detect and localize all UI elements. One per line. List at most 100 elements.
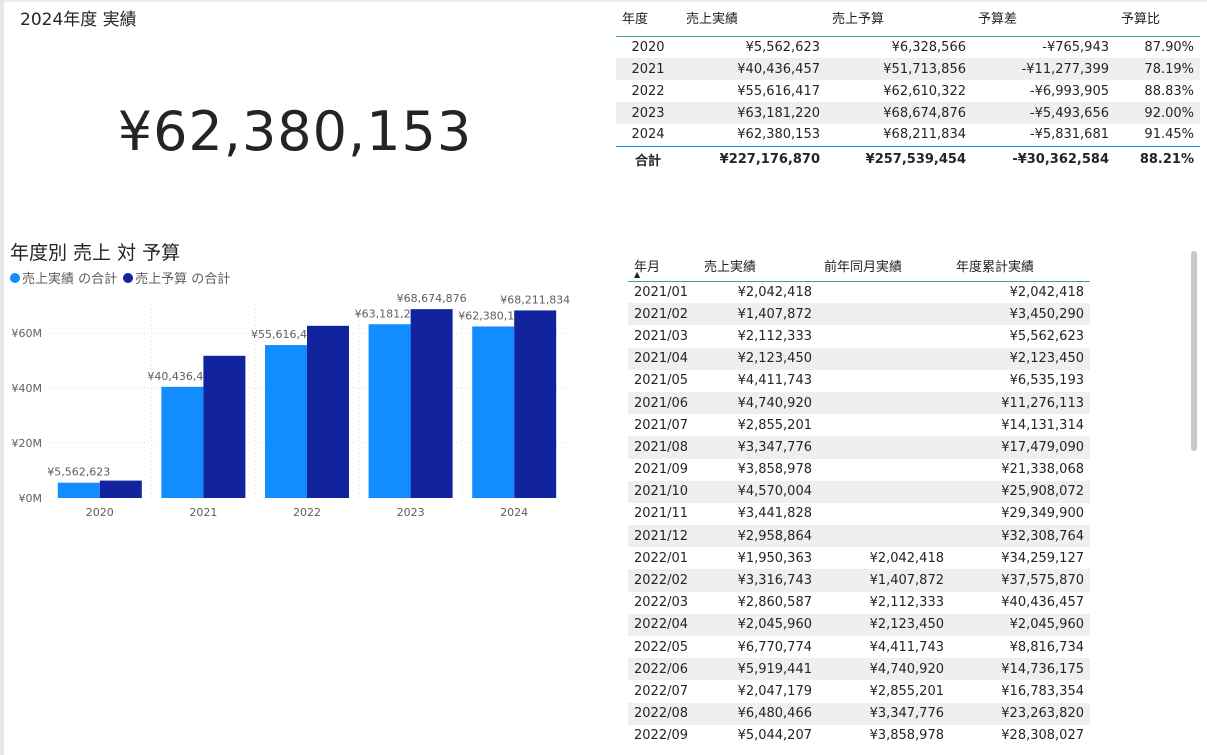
- col-header-month-label: 年月: [634, 259, 661, 275]
- col-header-ytd[interactable]: 年度累計実績: [950, 250, 1090, 282]
- bar-budget[interactable]: [99, 480, 142, 498]
- legend-item-budget[interactable]: 売上予算 の合計: [123, 268, 230, 287]
- monthly-cell: [818, 525, 950, 548]
- col-header-prev-year[interactable]: 前年同月実績: [818, 250, 950, 282]
- bar-actual[interactable]: [265, 345, 307, 498]
- vertical-scrollbar[interactable]: [1191, 251, 1197, 451]
- bar-budget[interactable]: [307, 325, 349, 498]
- monthly-cell: ¥2,855,201: [737, 417, 812, 433]
- monthly-cell: ¥5,562,623: [1009, 328, 1084, 344]
- col-header-monthly-actual[interactable]: 売上実績: [698, 250, 818, 282]
- x-tick-label: 2020: [86, 506, 114, 519]
- monthly-row: 2021/01 ¥2,042,418 ¥2,042,418: [628, 281, 1090, 303]
- monthly-cell: ¥2,112,333: [869, 595, 944, 611]
- monthly-cell: [818, 459, 950, 481]
- monthly-cell: [818, 436, 950, 459]
- monthly-cell: ¥4,570,004: [698, 480, 818, 503]
- legend-label-actual: 売上実績 の合計: [22, 272, 118, 287]
- bar-actual[interactable]: [368, 324, 411, 498]
- monthly-row: 2021/11 ¥3,441,828 ¥29,349,900: [628, 503, 1090, 525]
- top-border: [0, 0, 1207, 2]
- bar-actual[interactable]: [161, 386, 204, 498]
- monthly-row: 2022/06 ¥5,919,441 ¥4,740,920 ¥14,736,175: [628, 658, 1090, 681]
- monthly-cell: ¥3,858,978: [869, 728, 944, 744]
- monthly-cell: ¥1,407,872: [698, 303, 818, 326]
- monthly-cell: ¥2,112,333: [737, 328, 812, 344]
- col-header-budget[interactable]: 売上予算: [826, 0, 972, 37]
- total-budget: ¥257,539,454: [826, 145, 972, 172]
- bar-budget[interactable]: [203, 355, 246, 498]
- legend-dot-actual: [10, 272, 20, 283]
- summary-cell: -¥5,831,681: [1029, 127, 1109, 143]
- summary-header-row: 年度 売上実績 売上予算 予算差 予算比: [616, 0, 1200, 37]
- total-diff: -¥30,362,584: [972, 145, 1115, 172]
- monthly-cell: 2022/03: [634, 595, 689, 611]
- monthly-row: 2021/09 ¥3,858,978 ¥21,338,068: [628, 459, 1090, 481]
- monthly-cell: ¥2,042,418: [869, 550, 944, 566]
- monthly-row: 2021/06 ¥4,740,920 ¥11,276,113: [628, 391, 1090, 415]
- col-header-ratio[interactable]: 予算比: [1115, 0, 1200, 37]
- summary-cell: 2023: [616, 102, 680, 124]
- monthly-row: 2021/02 ¥1,407,872 ¥3,450,290: [628, 303, 1090, 326]
- monthly-cell: 2021/07: [634, 417, 689, 433]
- monthly-cell: ¥14,131,314: [1001, 417, 1084, 433]
- monthly-cell: [818, 347, 950, 370]
- summary-row: 2021 ¥40,436,457 ¥51,713,856 -¥11,277,399 78…: [616, 58, 1200, 80]
- summary-table: 年度 売上実績 売上予算 予算差 予算比 2020 ¥5,562,623 ¥6,32…: [616, 0, 1200, 172]
- bar-budget[interactable]: [410, 309, 453, 498]
- monthly-cell: 2021/05: [634, 373, 689, 389]
- monthly-row: 2021/05 ¥4,411,743 ¥6,535,193: [628, 370, 1090, 392]
- monthly-cell: ¥32,308,764: [950, 525, 1090, 548]
- monthly-cell: ¥2,045,960: [698, 613, 818, 636]
- monthly-cell: ¥21,338,068: [1001, 462, 1084, 478]
- summary-cell: 78.19%: [1115, 58, 1200, 80]
- data-label: ¥5,562,623: [47, 466, 110, 479]
- legend-item-actual[interactable]: 売上実績 の合計: [10, 268, 117, 287]
- summary-cell: -¥11,277,399: [972, 58, 1115, 80]
- y-tick-label: ¥60M: [12, 327, 43, 340]
- monthly-cell: 2022/08: [628, 702, 698, 725]
- monthly-table: 年月 ▲ 売上実績 前年同月実績 年度累計実績 2021/01 ¥2,042,41…: [628, 250, 1090, 747]
- monthly-cell: ¥2,045,960: [950, 613, 1090, 636]
- monthly-cell: ¥29,349,900: [1001, 506, 1084, 522]
- monthly-cell: ¥3,858,978: [737, 462, 812, 478]
- monthly-cell: ¥28,308,027: [1001, 728, 1084, 744]
- monthly-cell: ¥3,316,743: [698, 569, 818, 592]
- col-header-actual[interactable]: 売上実績: [680, 0, 826, 37]
- y-tick-label: ¥0M: [19, 492, 43, 505]
- bar-budget[interactable]: [514, 310, 557, 498]
- summary-cell: ¥68,211,834: [883, 127, 966, 143]
- bar-chart[interactable]: ¥0M ¥20M ¥40M ¥60M ¥5,562,623 2020 ¥40,436,457…: [0, 290, 580, 530]
- col-header-year[interactable]: 年度: [616, 0, 680, 37]
- monthly-cell: 2021/01: [634, 284, 689, 300]
- monthly-cell: ¥2,123,450: [950, 347, 1090, 370]
- data-label: ¥63,181,220: [355, 307, 425, 320]
- summary-cell: ¥55,616,417: [737, 83, 820, 99]
- summary-cell: 87.90%: [1144, 39, 1194, 55]
- bar-actual[interactable]: [57, 482, 100, 498]
- monthly-cell: ¥5,919,441: [698, 658, 818, 681]
- summary-cell: ¥6,328,566: [891, 39, 966, 55]
- left-border: [0, 0, 4, 755]
- monthly-cell: ¥1,407,872: [818, 569, 950, 592]
- summary-cell: -¥6,993,905: [1029, 83, 1109, 99]
- col-header-diff[interactable]: 予算差: [972, 0, 1115, 37]
- summary-cell: ¥40,436,457: [680, 58, 826, 80]
- sort-ascending-icon: ▲: [634, 269, 641, 279]
- summary-row: 2023 ¥63,181,220 ¥68,674,876 -¥5,493,656 92.…: [616, 102, 1200, 124]
- summary-row: 2024 ¥62,380,153 ¥68,211,834 -¥5,831,681 91.…: [616, 124, 1200, 146]
- bar-actual[interactable]: [472, 326, 515, 498]
- summary-cell: -¥765,943: [1042, 39, 1109, 55]
- data-label: ¥40,436,457: [147, 370, 217, 383]
- monthly-row: 2022/01 ¥1,950,363 ¥2,042,418 ¥34,259,127: [628, 547, 1090, 569]
- legend-label-budget: 売上予算 の合計: [135, 272, 231, 287]
- monthly-cell: 2021/12: [628, 525, 698, 548]
- monthly-row: 2022/05 ¥6,770,774 ¥4,411,743 ¥8,816,734: [628, 636, 1090, 658]
- total-actual: ¥227,176,870: [680, 145, 826, 172]
- col-header-month[interactable]: 年月 ▲: [628, 250, 698, 282]
- monthly-cell: ¥6,480,466: [698, 702, 818, 725]
- monthly-cell: [818, 391, 950, 415]
- monthly-cell: ¥6,770,774: [737, 639, 812, 655]
- monthly-cell: 2021/09: [634, 462, 689, 478]
- monthly-cell: [818, 480, 950, 503]
